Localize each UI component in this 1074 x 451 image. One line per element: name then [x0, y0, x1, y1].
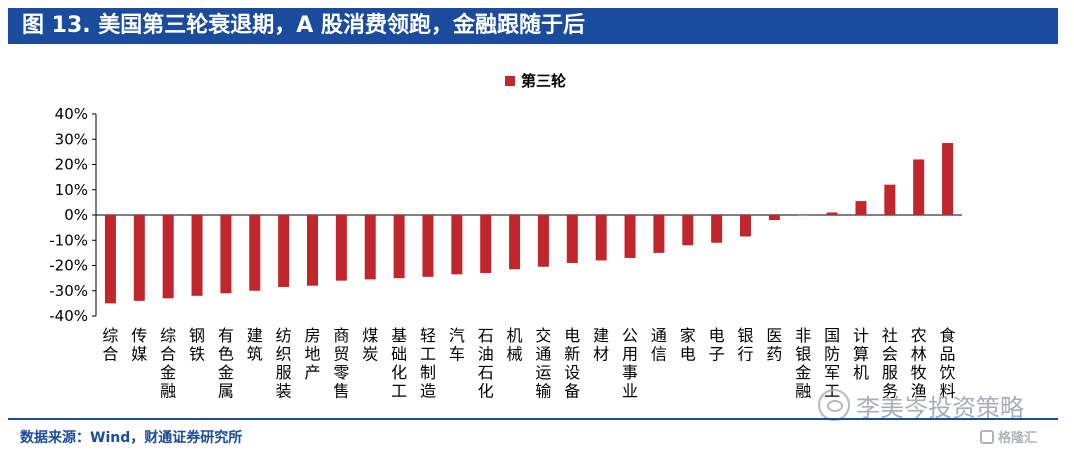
x-tick-label: 银行	[737, 326, 753, 364]
bar	[249, 215, 261, 291]
x-tick-label: 基础化工	[391, 326, 407, 401]
x-tick-label: 煤炭	[362, 326, 378, 364]
bar	[278, 215, 290, 287]
y-tick-label: 40%	[55, 105, 88, 123]
bar	[104, 215, 116, 304]
bar	[942, 143, 954, 215]
x-tick-label: 非银金融	[795, 326, 811, 401]
logo-icon	[980, 429, 994, 444]
x-tick-label: 交通运输	[535, 326, 551, 401]
y-tick-label: -20%	[49, 257, 88, 275]
x-tick-label: 电新设备	[564, 326, 580, 401]
x-tick-label: 社会服务	[882, 326, 898, 401]
bar	[220, 215, 232, 294]
x-tick-label: 通信	[651, 326, 667, 364]
x-tick-label: 食品饮料	[940, 326, 956, 401]
site-logo: 格隆汇	[980, 427, 1037, 446]
x-tick-label: 传媒	[131, 326, 147, 364]
x-tick-label: 建筑	[247, 326, 263, 364]
legend-swatch	[505, 76, 515, 86]
x-tick-label: 综合金融	[160, 326, 176, 401]
bar	[566, 215, 578, 263]
bar	[162, 215, 174, 299]
y-tick-label: -10%	[49, 231, 88, 249]
bar	[335, 215, 347, 281]
bar	[913, 159, 925, 215]
bar	[537, 215, 549, 267]
x-tick-label: 机械	[507, 326, 523, 364]
x-tick-label: 石油石化	[478, 326, 494, 401]
bar	[682, 215, 694, 246]
x-tick-label: 汽车	[449, 326, 465, 364]
y-tick-label: -30%	[49, 282, 88, 300]
bar	[191, 215, 203, 296]
wechat-icon	[818, 389, 850, 421]
y-tick-label: 20%	[55, 156, 88, 174]
x-tick-label: 综合	[102, 326, 118, 364]
y-tick-label: 30%	[55, 130, 88, 148]
bar	[364, 215, 376, 280]
x-tick-label: 公用事业	[622, 326, 638, 401]
y-tick-label: 10%	[55, 181, 88, 199]
bar	[509, 215, 521, 270]
x-tick-label: 电子	[709, 326, 725, 364]
logo-text: 格隆汇	[998, 431, 1038, 446]
bar-chart: 40% 30% 20% 10% 0% -10% -20% -30% -40% 第三轮综合传媒综合金…	[49, 72, 962, 401]
x-tick-label: 轻工制造	[420, 326, 436, 401]
x-tick-label: 商贸零售	[333, 326, 349, 401]
x-tick-label: 医药	[766, 326, 782, 364]
bar	[307, 215, 318, 286]
x-tick-label: 有色金属	[218, 326, 234, 401]
bar	[422, 215, 434, 277]
footer-divider	[8, 418, 1058, 420]
watermark-text: 李美岑投资策略	[856, 393, 1024, 422]
x-tick-label: 纺织服装	[276, 326, 292, 401]
page-title: 图 13. 美国第三轮衰退期，A 股消费领跑，金融跟随于后	[22, 13, 585, 38]
bar	[595, 215, 607, 261]
y-tick-label: -40%	[49, 307, 88, 325]
bar	[826, 212, 838, 215]
bar	[653, 215, 665, 253]
bar	[740, 215, 751, 237]
bar	[711, 215, 723, 243]
bar	[624, 215, 636, 258]
y-tick-label: 0%	[64, 206, 88, 224]
x-tick-label: 钢铁	[189, 326, 205, 364]
source-note: 数据来源：Wind，财通证券研究所	[20, 430, 243, 446]
watermark: 李美岑投资策略	[818, 388, 1024, 422]
bar	[768, 215, 780, 221]
x-tick-label: 家电	[680, 326, 696, 364]
bar	[855, 201, 867, 215]
x-tick-label: 建材	[593, 326, 609, 364]
bar	[393, 215, 405, 279]
x-tick-label: 农林牧渔	[911, 326, 927, 401]
x-tick-label: 房地产	[304, 326, 320, 382]
bar	[797, 215, 809, 216]
bar	[884, 184, 896, 215]
title-bar: 图 13. 美国第三轮衰退期，A 股消费领跑，金融跟随于后	[8, 8, 1058, 44]
bar	[451, 215, 463, 275]
legend-label: 第三轮	[521, 72, 566, 90]
x-tick-label: 计算机	[853, 326, 869, 382]
bar	[480, 215, 492, 274]
bar	[133, 215, 145, 301]
